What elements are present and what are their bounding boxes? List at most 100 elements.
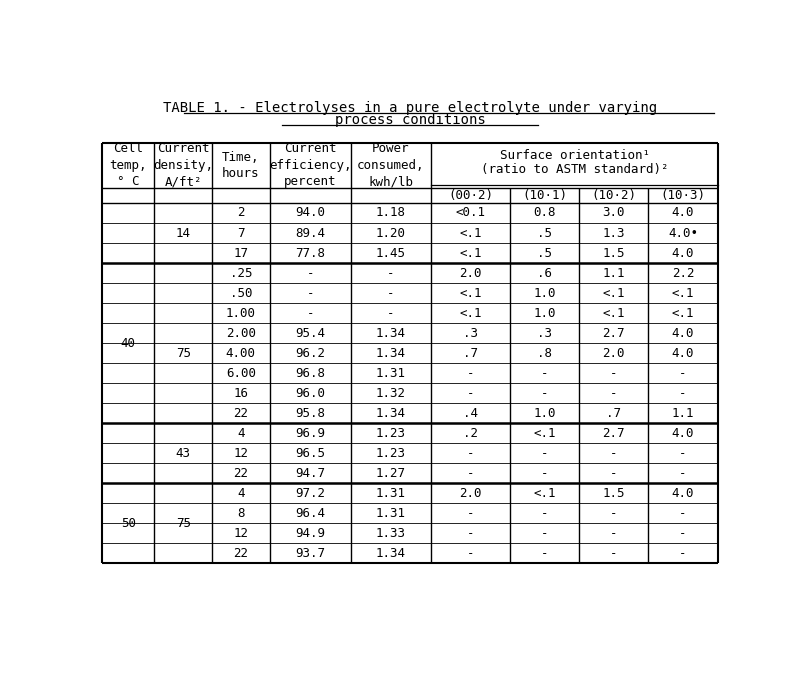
Text: <.1: <.1: [672, 286, 694, 300]
Text: -: -: [610, 387, 618, 399]
Text: -: -: [541, 527, 548, 539]
Text: 2.7: 2.7: [602, 427, 625, 440]
Text: -: -: [610, 447, 618, 460]
Text: <0.1: <0.1: [456, 206, 486, 220]
Text: (ratio to ASTM standard)²: (ratio to ASTM standard)²: [481, 162, 668, 176]
Text: 1.31: 1.31: [376, 507, 406, 520]
Text: -: -: [387, 286, 394, 300]
Text: -: -: [610, 367, 618, 380]
Text: 95.8: 95.8: [295, 407, 325, 420]
Text: 1.34: 1.34: [376, 346, 406, 360]
Text: -: -: [679, 387, 686, 399]
Text: 16: 16: [234, 387, 248, 399]
Text: -: -: [467, 507, 474, 520]
Text: 4.0: 4.0: [672, 427, 694, 440]
Text: -: -: [306, 307, 314, 320]
Text: 95.4: 95.4: [295, 327, 325, 339]
Text: 12: 12: [234, 447, 248, 460]
Text: -: -: [679, 367, 686, 380]
Text: 14: 14: [176, 227, 190, 240]
Text: -: -: [679, 547, 686, 560]
Text: 2.00: 2.00: [226, 327, 256, 339]
Text: 96.5: 96.5: [295, 447, 325, 460]
Text: -: -: [610, 507, 618, 520]
Text: -: -: [679, 527, 686, 539]
Text: 75: 75: [176, 346, 190, 360]
Text: 1.3: 1.3: [602, 227, 625, 240]
Text: -: -: [679, 467, 686, 480]
Text: Time,
hours: Time, hours: [222, 151, 260, 180]
Text: 4.0: 4.0: [672, 327, 694, 339]
Text: -: -: [467, 387, 474, 399]
Text: .50: .50: [230, 286, 252, 300]
Text: .2: .2: [463, 427, 478, 440]
Text: <.1: <.1: [534, 487, 556, 500]
Text: (10·2): (10·2): [591, 189, 636, 202]
Text: <.1: <.1: [534, 427, 556, 440]
Text: (10·1): (10·1): [522, 189, 567, 202]
Text: process conditions: process conditions: [334, 113, 486, 127]
Text: 1.32: 1.32: [376, 387, 406, 399]
Text: 2.0: 2.0: [459, 487, 482, 500]
Text: 96.0: 96.0: [295, 387, 325, 399]
Text: 1.0: 1.0: [534, 307, 556, 320]
Text: 8: 8: [237, 507, 245, 520]
Text: 4.0: 4.0: [672, 487, 694, 500]
Text: 4.0: 4.0: [672, 346, 694, 360]
Text: 1.18: 1.18: [376, 206, 406, 220]
Text: .4: .4: [463, 407, 478, 420]
Text: -: -: [541, 467, 548, 480]
Text: 1.1: 1.1: [672, 407, 694, 420]
Text: 96.9: 96.9: [295, 427, 325, 440]
Text: 1.20: 1.20: [376, 227, 406, 240]
Text: Power
consumed,
kwh/lb: Power consumed, kwh/lb: [358, 142, 425, 188]
Text: -: -: [610, 527, 618, 539]
Text: 2.2: 2.2: [672, 266, 694, 279]
Text: <.1: <.1: [602, 286, 625, 300]
Text: -: -: [467, 547, 474, 560]
Text: (00·2): (00·2): [448, 189, 493, 202]
Text: Current
density,
A/ft²: Current density, A/ft²: [153, 142, 213, 188]
Text: .7: .7: [606, 407, 622, 420]
Text: -: -: [541, 387, 548, 399]
Text: 4: 4: [237, 487, 245, 500]
Text: 94.9: 94.9: [295, 527, 325, 539]
Text: Current
efficiency,
percent: Current efficiency, percent: [269, 142, 351, 188]
Text: <.1: <.1: [459, 286, 482, 300]
Text: 4.0•: 4.0•: [668, 227, 698, 240]
Text: -: -: [467, 367, 474, 380]
Text: 1.5: 1.5: [602, 487, 625, 500]
Text: 17: 17: [234, 247, 248, 259]
Text: -: -: [541, 447, 548, 460]
Text: 50: 50: [121, 516, 136, 530]
Text: 4.0: 4.0: [672, 247, 694, 259]
Text: 96.4: 96.4: [295, 507, 325, 520]
Text: 1.23: 1.23: [376, 427, 406, 440]
Text: .5: .5: [537, 247, 552, 259]
Text: 0.8: 0.8: [534, 206, 556, 220]
Text: 12: 12: [234, 527, 248, 539]
Text: -: -: [679, 507, 686, 520]
Text: 2: 2: [237, 206, 245, 220]
Text: -: -: [610, 547, 618, 560]
Text: 1.0: 1.0: [534, 407, 556, 420]
Text: Surface orientation¹: Surface orientation¹: [499, 148, 650, 162]
Text: 2.0: 2.0: [602, 346, 625, 360]
Text: <.1: <.1: [672, 307, 694, 320]
Text: 93.7: 93.7: [295, 547, 325, 560]
Text: 89.4: 89.4: [295, 227, 325, 240]
Text: 4.0: 4.0: [672, 206, 694, 220]
Text: -: -: [306, 286, 314, 300]
Text: -: -: [387, 266, 394, 279]
Text: .8: .8: [537, 346, 552, 360]
Text: <.1: <.1: [459, 227, 482, 240]
Text: 1.23: 1.23: [376, 447, 406, 460]
Text: 1.31: 1.31: [376, 367, 406, 380]
Text: 6.00: 6.00: [226, 367, 256, 380]
Text: -: -: [467, 447, 474, 460]
Text: .25: .25: [230, 266, 252, 279]
Text: .6: .6: [537, 266, 552, 279]
Text: 2.0: 2.0: [459, 266, 482, 279]
Text: 1.33: 1.33: [376, 527, 406, 539]
Text: -: -: [467, 467, 474, 480]
